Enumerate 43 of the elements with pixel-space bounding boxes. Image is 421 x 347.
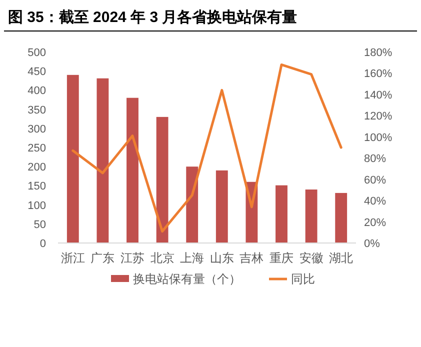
y2-tick-label: 100%	[364, 132, 392, 144]
x-tick-label: 广东	[90, 251, 115, 265]
y2-tick-label: 20%	[364, 216, 386, 229]
legend-label: 换电站保有量（个）	[133, 272, 241, 286]
y2-tick-label: 120%	[364, 110, 392, 123]
bar	[335, 192, 348, 243]
legend-label: 同比	[291, 272, 315, 286]
x-tick-label: 山东	[210, 251, 234, 265]
bar	[156, 116, 168, 243]
x-tick-label: 吉林	[240, 251, 264, 265]
bar	[66, 74, 79, 243]
y-tick-label: 300	[28, 123, 46, 136]
y2-tick-label: 160%	[364, 68, 392, 80]
title: 图 35：截至 2024 年 3 月各省换电站保有量	[8, 9, 298, 26]
y-tick-label: 100	[28, 200, 46, 212]
x-tick-label: 江苏	[120, 251, 144, 265]
bar	[186, 166, 198, 243]
bar	[126, 98, 138, 243]
x-tick-label: 重庆	[270, 251, 294, 265]
bar	[305, 190, 318, 243]
x-tick-label: 安徽	[299, 251, 324, 265]
bar	[216, 170, 228, 243]
x-tick-label: 上海	[180, 251, 204, 265]
y-tick-label: 150	[28, 180, 46, 193]
x-tick-label: 湖北	[329, 251, 354, 265]
y-tick-label: 50	[34, 218, 46, 231]
bar	[96, 78, 109, 243]
x-tick-label: 浙江	[60, 251, 85, 265]
y2-tick-label: 0%	[364, 238, 380, 250]
y2-tick-label: 40%	[364, 196, 386, 208]
y2-tick-label: 180%	[364, 47, 392, 59]
y2-tick-label: 80%	[364, 153, 386, 166]
y-tick-label: 400	[28, 85, 46, 98]
y-tick-label: 450	[28, 66, 46, 78]
y-tick-label: 0	[40, 238, 46, 250]
y2-tick-label: 60%	[364, 174, 386, 186]
y-tick-label: 500	[28, 47, 46, 59]
y-tick-label: 250	[28, 142, 46, 154]
x-tick-label: 北京	[150, 251, 174, 265]
y-tick-label: 350	[28, 104, 46, 116]
y-tick-label: 200	[28, 162, 46, 174]
bar	[276, 185, 288, 243]
y2-tick-label: 140%	[364, 89, 392, 102]
